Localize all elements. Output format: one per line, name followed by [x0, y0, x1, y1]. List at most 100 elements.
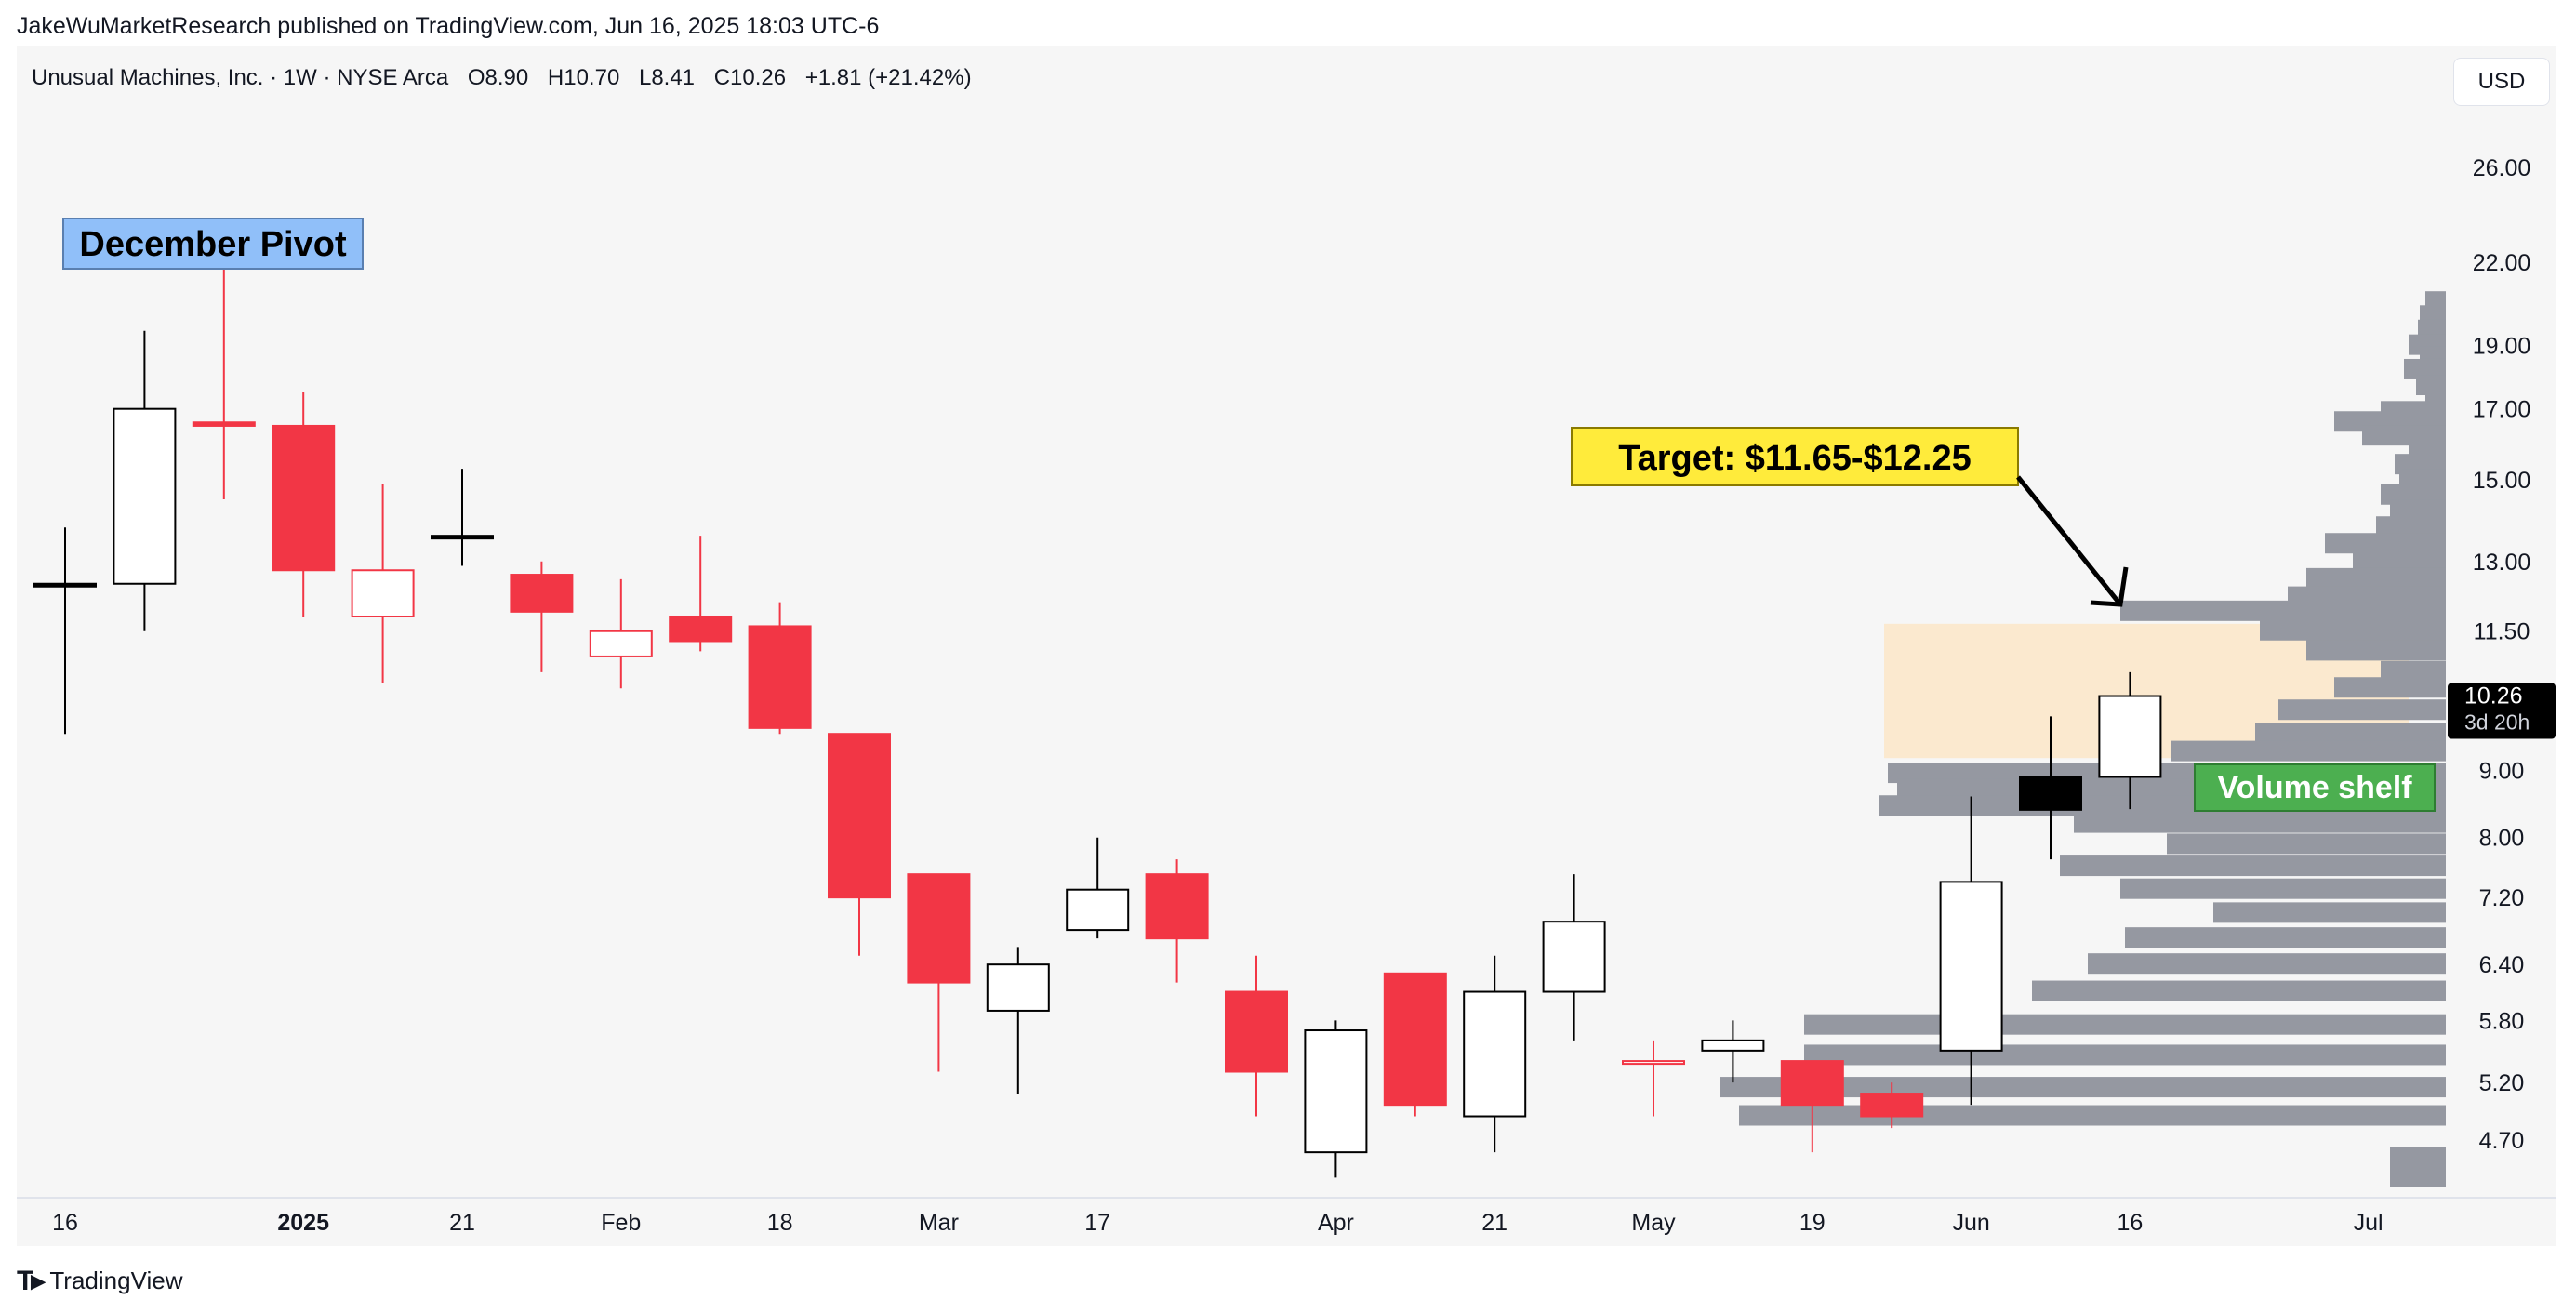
- time-tick-label: Mar: [919, 1210, 959, 1236]
- candle-body: [828, 733, 891, 899]
- volume-profile-bar: [2088, 953, 2446, 975]
- candle[interactable]: [1066, 837, 1130, 939]
- candle-body: [1780, 1060, 1844, 1107]
- legend-close: C10.26: [713, 65, 787, 90]
- candle[interactable]: [1622, 1040, 1685, 1117]
- volume-profile-bar: [2334, 677, 2446, 698]
- volume-profile-bar: [2213, 902, 2446, 923]
- price-tick-label: 15.00: [2473, 468, 2531, 494]
- candle[interactable]: [1701, 1020, 1765, 1083]
- candle[interactable]: [907, 873, 971, 1072]
- price-tick-label: 7.20: [2479, 885, 2525, 911]
- volume-profile-bar: [2416, 375, 2446, 396]
- volume-profile-bar: [2278, 699, 2446, 721]
- chart-canvas[interactable]: 26.00 22.00 19.00 17.00 15.00 13.00 11.50 9.00 8…: [17, 46, 2556, 1246]
- volume-profile-bar: [2060, 855, 2446, 877]
- december-pivot-label: December Pivot: [79, 225, 347, 264]
- legend-low: L8.41: [638, 65, 696, 90]
- candle[interactable]: [2098, 671, 2162, 810]
- volume-profile-bar: [2171, 740, 2446, 762]
- volume-profile-bar: [1739, 1105, 2446, 1126]
- currency-button[interactable]: USD: [2453, 58, 2550, 106]
- candle-body: [669, 615, 733, 643]
- volume-profile-bar: [2399, 469, 2446, 490]
- time-tick-label: 19: [1799, 1210, 1826, 1236]
- candle[interactable]: [1939, 796, 2003, 1106]
- tradingview-logo[interactable]: T▸ TradingView: [17, 1265, 182, 1297]
- candle-body: [113, 407, 177, 585]
- legend-open: O8.90: [467, 65, 529, 90]
- volume-shelf-label: Volume shelf: [2217, 770, 2412, 805]
- candle[interactable]: [1860, 1082, 1924, 1129]
- candle[interactable]: [2019, 716, 2082, 860]
- volume-profile-bar: [1720, 1077, 2446, 1098]
- candle-body: [1066, 888, 1130, 932]
- volume-profile-bar: [2376, 516, 2446, 537]
- candle-body: [1860, 1093, 1924, 1118]
- candle[interactable]: [510, 561, 574, 672]
- candle-body: [1622, 1060, 1685, 1066]
- candle[interactable]: [589, 578, 653, 689]
- time-tick-label: 16: [2117, 1210, 2143, 1236]
- candle[interactable]: [1463, 955, 1527, 1153]
- publish-line: JakeWuMarketResearch published on Tradin…: [17, 13, 880, 39]
- candle-body: [1304, 1029, 1368, 1154]
- candle[interactable]: [33, 527, 97, 735]
- candle[interactable]: [1145, 859, 1209, 983]
- price-tick-label: 5.80: [2479, 1008, 2525, 1034]
- time-tick-label: 16: [52, 1210, 78, 1236]
- time-tick-label: Jun: [1952, 1210, 1989, 1236]
- price-tick-label: 17.00: [2473, 397, 2531, 423]
- candle[interactable]: [1304, 1020, 1368, 1178]
- candles-layer: [33, 262, 2162, 1178]
- price-tick-label: 11.50: [2474, 619, 2530, 645]
- legend-high: H10.70: [547, 65, 620, 90]
- annotations-layer: December Pivot Target: $11.65-$12.25 Volum…: [62, 218, 2436, 812]
- time-tick-label: Feb: [601, 1210, 641, 1236]
- price-tick-label: 6.40: [2479, 952, 2525, 978]
- candle[interactable]: [192, 262, 256, 499]
- symbol-legend[interactable]: Unusual Machines, Inc. · 1W · NYSE Arca …: [32, 65, 985, 91]
- candle[interactable]: [1542, 874, 1606, 1041]
- candle[interactable]: [986, 947, 1050, 1094]
- time-tick-label: 21: [1481, 1210, 1507, 1236]
- target-box[interactable]: [1571, 427, 2019, 486]
- time-tick-label: 17: [1084, 1210, 1110, 1236]
- candle[interactable]: [828, 733, 891, 956]
- price-tick-label: 19.00: [2473, 334, 2531, 360]
- volume-profile-bar: [2404, 358, 2446, 379]
- december-pivot-box[interactable]: [62, 218, 364, 270]
- last-price-marker: [2448, 683, 2556, 739]
- candle-body: [2019, 776, 2082, 811]
- last-price-countdown: 3d 20h: [2464, 710, 2530, 735]
- time-tick-label: May: [1631, 1210, 1676, 1236]
- candle[interactable]: [431, 469, 494, 566]
- candle-body: [272, 424, 336, 572]
- candle[interactable]: [351, 484, 415, 683]
- volume-profile-bar: [2125, 927, 2446, 948]
- candle[interactable]: [1780, 1060, 1844, 1153]
- candle-body: [1145, 873, 1209, 940]
- volume-profile-bar: [1804, 1014, 2446, 1035]
- chart-frame[interactable]: 26.00 22.00 19.00 17.00 15.00 13.00 11.50 9.00 8…: [17, 46, 2556, 1246]
- candle[interactable]: [1383, 972, 1447, 1117]
- candle[interactable]: [1225, 955, 1288, 1117]
- volume-profile-bar: [2032, 980, 2446, 1001]
- candle[interactable]: [113, 330, 177, 631]
- volume-profile-bar: [2353, 550, 2446, 571]
- volume-shelf-box[interactable]: [2194, 763, 2436, 812]
- candle[interactable]: [272, 391, 336, 617]
- volume-profile-bar: [1804, 1044, 2446, 1066]
- candle[interactable]: [669, 536, 733, 652]
- tradingview-brand: TradingView: [49, 1267, 183, 1294]
- volume-profile-bar: [2074, 812, 2446, 833]
- candle-body: [2098, 695, 2162, 778]
- candle-body: [431, 535, 494, 540]
- target-arrow-line: [2016, 475, 2122, 606]
- time-tick-label: Apr: [1318, 1210, 1354, 1236]
- volume-profile-bar: [2381, 660, 2446, 682]
- candle-body: [1542, 921, 1606, 993]
- volume-profile-bar: [2390, 499, 2446, 521]
- candle[interactable]: [748, 602, 812, 735]
- volume-profile-bar: [2325, 533, 2446, 554]
